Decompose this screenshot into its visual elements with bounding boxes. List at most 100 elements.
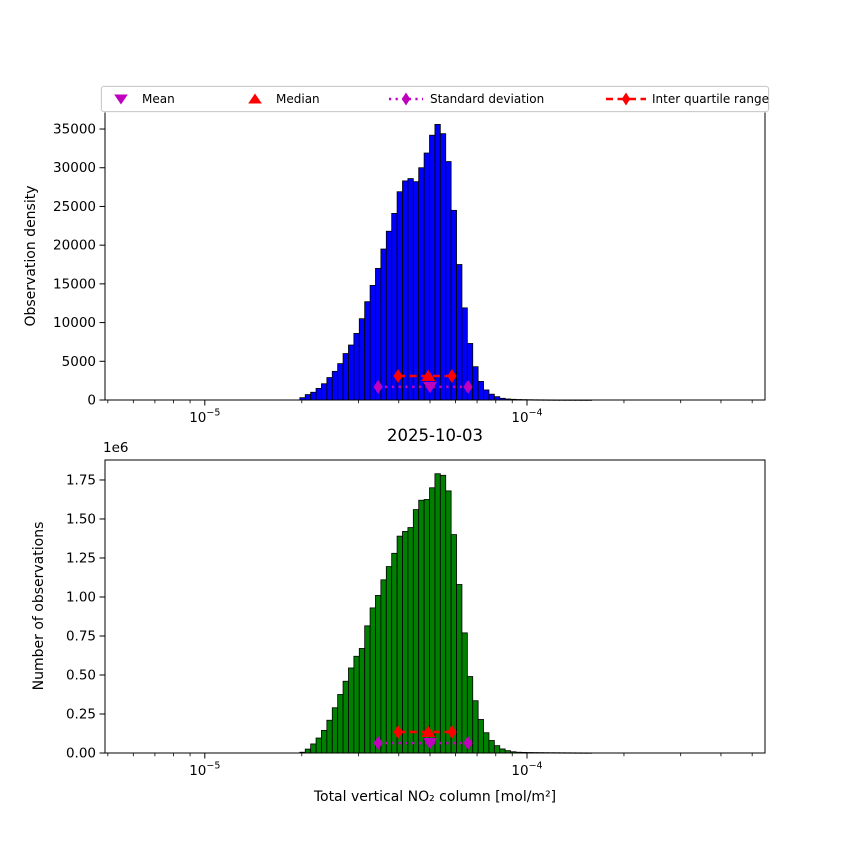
histogram-bar [391,552,398,754]
y-tick-label: 25000 [53,199,96,215]
diamond-marker-icon [447,724,457,739]
histogram-bar [429,134,436,401]
bottom-histogram-x-major-ticks: 10−5 10−4 [189,753,543,780]
histogram-bar [358,318,366,401]
histogram-bar [456,264,463,401]
top-histogram-stats [373,369,473,394]
histogram-bar [445,490,452,754]
histogram-bar [380,248,387,401]
histogram-bar [369,607,376,754]
histogram-bar [450,534,457,754]
bottom-histogram-x-minor-ticks [107,753,753,757]
x-tick-label: 10−5 [189,761,220,780]
histogram-bar [348,667,355,754]
standard-deviation-marker-icon [389,92,423,106]
triangle-up-marker-icon [421,725,436,737]
y-tick-label: 0.00 [66,746,96,762]
histogram-bar [396,535,403,754]
histogram-bar [434,123,441,401]
histogram-bar [429,487,436,754]
histogram-bar [407,527,414,754]
histogram-bar [423,152,430,401]
top-histogram-x-major-ticks: 10−5 10−4 [189,400,543,427]
y-tick-label: 1.25 [66,550,96,566]
triangle-up-marker-icon [421,369,436,381]
diamond-marker-icon [447,369,457,383]
y-tick-label: 0.25 [66,706,96,722]
histogram-bar [407,178,414,401]
diamond-marker-icon [463,736,473,751]
y-tick-label: 1.00 [66,589,96,605]
legend-item-median: Median [238,87,320,111]
x-tick-label: 10−4 [511,761,542,780]
median-marker-icon [248,93,262,104]
histogram-bar [369,285,376,401]
y-tick-label: 5000 [62,354,96,370]
histogram-bar [402,180,409,401]
y-tick-label: 35000 [53,122,96,138]
histogram-bar [331,707,339,754]
histogram-bar [385,566,393,754]
histogram-bar [402,531,409,754]
top-histogram-x-minor-ticks [107,400,753,404]
legend: Mean Median Standard deviation Inter qua… [101,86,769,112]
legend-label-median: Median [276,92,320,106]
histogram-bar [439,474,447,754]
histogram-bar [488,740,495,754]
diamond-marker-icon [373,379,383,394]
histogram-bar [315,737,322,754]
histogram-bar [353,333,360,401]
histogram-bar [423,499,430,754]
histogram-bar [358,648,366,754]
y-tick-label: 1.75 [66,472,96,488]
histogram-bar [380,579,387,754]
histogram-bar [418,167,425,401]
histogram-bar [385,230,393,401]
bottom-y-axis-offset: 1e6 [103,440,129,456]
bottom-y-axis-label: Number of observations [31,521,47,691]
histogram-bar [499,748,506,754]
triangle-down-marker-icon [423,381,438,394]
y-tick-label: 0 [87,393,96,409]
legend-label-standard-deviation: Standard deviation [430,92,545,106]
histogram-bar [337,694,344,754]
histogram-bar [364,625,371,754]
histogram-bar [439,133,447,401]
y-tick-label: 1.50 [66,511,96,527]
histogram-bar [348,344,355,401]
bottom-histogram-spines [104,459,766,754]
histogram-bar [483,389,490,401]
histogram-bar [342,353,349,401]
histogram-bar [483,732,490,754]
histogram-bar [310,743,317,754]
histogram-bar [412,181,420,401]
histogram-bar [472,700,479,754]
legend-item-standard-deviation: Standard deviation [386,87,544,111]
inter-quartile-range-marker-icon [606,92,646,106]
y-tick-label: 0.75 [66,628,96,644]
histogram-bar [412,509,420,754]
histogram-bar [418,499,425,754]
diamond-marker-icon [393,369,403,383]
histogram-bar [304,394,312,401]
histogram-bar [488,393,495,401]
histogram-bar [434,473,441,754]
y-tick-label: 0.50 [66,667,96,683]
x-tick-label: 10−4 [511,408,542,427]
x-axis-label: Total vertical NO₂ column [mol/m²] [313,789,557,805]
top-histogram-axes: 10−5 10−4 0 5000 10000 15000 20000 25000 30000 35… [53,111,766,427]
y-tick-label: 20000 [53,238,96,254]
bottom-histogram-axes: 10−5 10−4 0.00 0.25 0.50 0.75 1.00 1.25 1.50 1.75 [66,459,766,780]
histogram-bar [472,366,479,401]
bottom-histogram-stats [373,724,473,751]
histogram-bar [396,191,403,401]
diamond-marker-icon [463,379,473,394]
bottom-histogram-bars [299,473,593,754]
y-tick-label: 10000 [53,315,96,331]
legend-label-mean: Mean [142,92,175,106]
y-tick-label: 30000 [53,160,96,176]
histogram-bar [321,729,328,754]
triangle-down-marker-icon [423,738,438,750]
